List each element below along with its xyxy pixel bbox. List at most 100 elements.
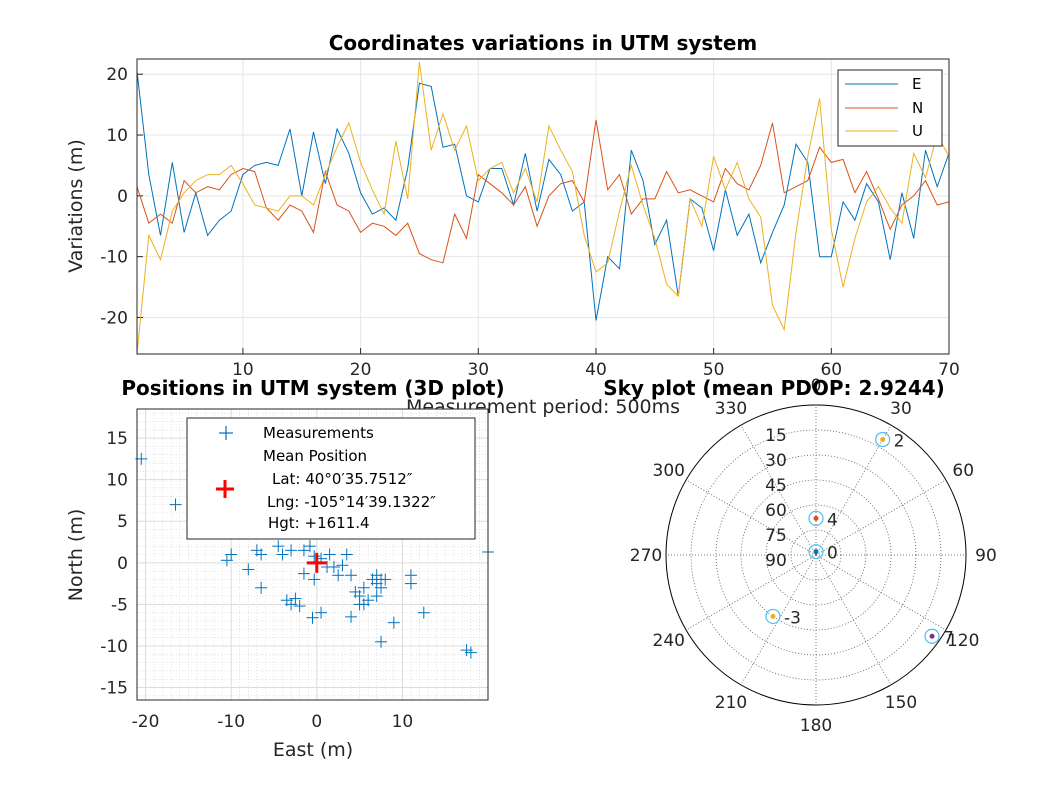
- y-axis-label: Variations (m): [65, 139, 87, 273]
- elevation-label: 15: [765, 426, 787, 446]
- satellite-ring: [808, 510, 824, 526]
- satellite-point: [813, 515, 819, 521]
- legend: Measurements Mean Position Lat: 40°0′35.…: [186, 417, 476, 540]
- sky-plot: 0306090120150180210240270300330153045607…: [603, 376, 997, 736]
- elevation-label: 75: [765, 526, 787, 546]
- measurement-point: [255, 548, 268, 561]
- x-tick-label: 40: [585, 360, 607, 380]
- measurement-point: [464, 646, 477, 659]
- y-tick-label: 0: [117, 554, 128, 574]
- series-line-n: [137, 119, 949, 264]
- elevation-label: 90: [765, 551, 787, 571]
- satellite-point: [770, 613, 776, 619]
- y-tick-label: -10: [100, 637, 128, 657]
- azimuth-label: 0: [811, 376, 822, 396]
- legend-lng: Lng: -105°14′39.1322″: [267, 493, 436, 511]
- legend-lat: Lat: 40°0′35.7512″: [272, 470, 413, 488]
- azimuth-label: 120: [947, 631, 979, 651]
- measurement-point: [345, 610, 358, 623]
- y-tick-label: 10: [106, 126, 128, 146]
- series-line-u: [137, 61, 949, 354]
- x-tick-label: 10: [392, 712, 414, 732]
- measurement-point: [297, 567, 310, 580]
- measurement-point: [374, 581, 387, 594]
- measurement-point: [242, 563, 255, 576]
- azimuth-label: 270: [630, 546, 662, 566]
- mean-position-marker: [306, 552, 327, 573]
- elevation-ring: [765, 504, 867, 606]
- azimuth-label: 300: [653, 461, 685, 481]
- measurement-point: [285, 544, 298, 557]
- azimuth-label: 90: [975, 546, 997, 566]
- y-tick-label: 0: [117, 187, 128, 207]
- plot-frame: [136, 408, 489, 701]
- azimuth-label: 180: [800, 716, 832, 736]
- azimuth-label: 240: [653, 631, 685, 651]
- measurement-point: [255, 581, 268, 594]
- series-lines: [137, 61, 949, 354]
- measurement-point: [332, 569, 345, 582]
- positions-scatter-chart: -20 -10 0 10 -15 -10 -5 0 5 10 15 Positions in UTM…: [65, 376, 505, 761]
- chart-title: Sky plot (mean PDOP: 2.9244): [603, 376, 945, 400]
- legend-label-mean-position: Mean Position: [263, 447, 367, 465]
- y-tick-label: -20: [100, 309, 128, 329]
- measurement-point: [276, 548, 289, 561]
- x-tick-label: 50: [703, 360, 725, 380]
- azimuth-spoke: [740, 424, 817, 556]
- y-tick-label: -5: [111, 595, 128, 615]
- elevation-ring: [690, 429, 942, 681]
- azimuth-label: 60: [952, 461, 974, 481]
- measurement-point: [327, 560, 340, 573]
- measurement-point: [272, 540, 285, 553]
- satellite-label: 4: [827, 510, 838, 530]
- legend-label-u: U: [912, 122, 923, 140]
- measurement-point: [308, 573, 321, 586]
- x-tick-label: 0: [311, 712, 322, 732]
- measurement-point: [306, 611, 319, 624]
- satellite-ring: [765, 608, 781, 625]
- azimuth-label: 210: [715, 693, 747, 713]
- satellite-label: 0: [827, 544, 838, 564]
- satellite-label: -3: [784, 608, 801, 628]
- mean-position-point: [306, 552, 327, 573]
- legend-hgt: Hgt: +1611.4: [268, 514, 370, 532]
- elevation-label: 45: [765, 476, 787, 496]
- y-tick-label: 10: [106, 471, 128, 491]
- azimuth-label: 30: [890, 399, 912, 419]
- satellite-point: [813, 549, 819, 555]
- azimuth-spoke: [815, 554, 892, 686]
- measurement-point: [379, 573, 392, 586]
- y-tick-label: 5: [117, 512, 128, 532]
- measurement-point: [289, 592, 302, 605]
- measurement-point: [345, 569, 358, 582]
- x-tick-label: 10: [232, 360, 254, 380]
- x-tick-label: -20: [132, 712, 160, 732]
- azimuth-label: 150: [885, 693, 917, 713]
- measurement-point: [370, 590, 383, 603]
- series-line-e: [137, 71, 949, 321]
- satellite-ring: [924, 628, 940, 644]
- legend-marker-measurements: [219, 426, 233, 440]
- measurement-point: [225, 548, 238, 561]
- measurement-point: [340, 548, 353, 561]
- legend-marker-mean-position: [216, 480, 234, 498]
- measurement-point: [336, 559, 349, 572]
- x-tick-label: 30: [467, 360, 489, 380]
- measurement-point: [362, 594, 375, 607]
- y-tick-label: 15: [106, 429, 128, 449]
- tick-labels: 10 20 30 40 50 60 70 -20 -10 0 10 20: [100, 65, 960, 380]
- elevation-label: 60: [765, 501, 787, 521]
- satellites: 2 4 0 -3 7: [765, 432, 954, 648]
- y-axis-label: North (m): [65, 509, 87, 602]
- measurement-point: [387, 616, 400, 629]
- measurement-point: [293, 600, 306, 613]
- azimuth-spoke: [685, 554, 817, 631]
- measurement-point: [169, 498, 182, 511]
- legend-box: [186, 417, 476, 540]
- elevation-label: 30: [765, 451, 787, 471]
- satellite-point: [929, 633, 935, 639]
- satellite-ring: [808, 544, 824, 560]
- polar-grid: [665, 404, 967, 706]
- azimuth-spoke: [815, 554, 947, 631]
- chart-title: Positions in UTM system (3D plot): [121, 376, 504, 400]
